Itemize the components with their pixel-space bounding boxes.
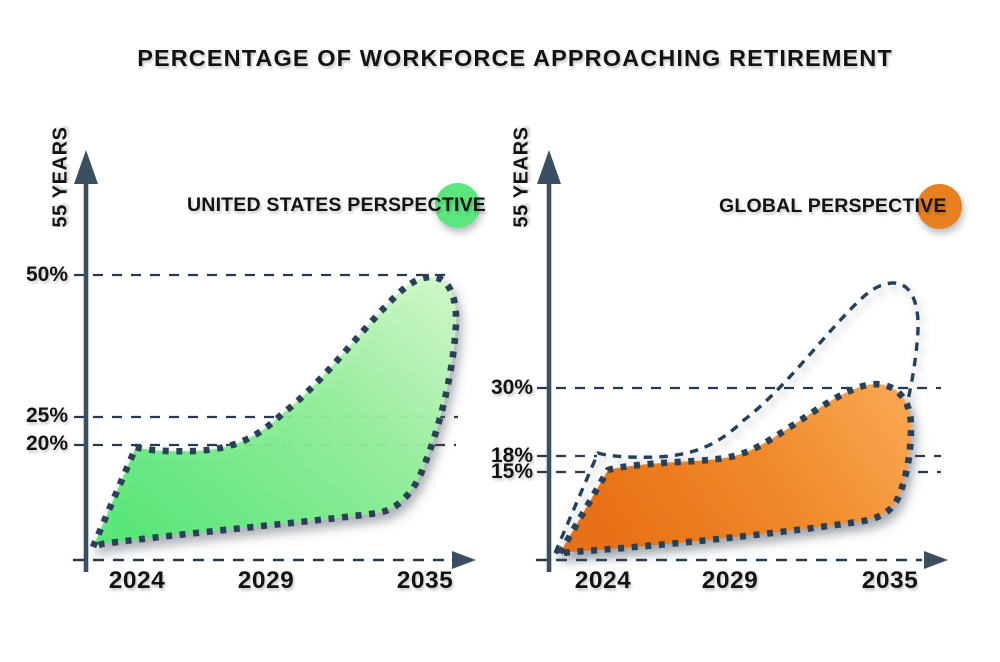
us-y-axis-title: 55 YEARS: [49, 126, 72, 228]
global-x-axis-arrow-icon: [924, 551, 948, 569]
global-ytick-18: 18%: [490, 444, 533, 467]
global-area-shape: [556, 380, 915, 557]
global-xtick-2024: 2024: [574, 567, 632, 594]
us-x-axis-arrow-icon: [452, 551, 476, 569]
global-legend-label: GLOBAL PERSPECTIVE: [719, 195, 947, 217]
global-ytick-15: 15%: [490, 460, 533, 483]
us-area-shape: [89, 273, 460, 551]
us-panel: [73, 150, 476, 572]
global-xtick-2029: 2029: [701, 567, 759, 594]
us-ytick-50: 50%: [25, 263, 68, 286]
global-ytick-30: 30%: [490, 376, 533, 399]
global-panel: [536, 150, 948, 572]
us-xtick-2029: 2029: [237, 567, 295, 594]
global-xtick-2035: 2035: [861, 567, 919, 594]
us-y-axis-arrow-icon: [74, 150, 98, 184]
us-ytick-25: 25%: [25, 404, 68, 427]
us-ytick-20: 20%: [25, 432, 68, 455]
us-xtick-2024: 2024: [108, 567, 166, 594]
us-legend-label: UNITED STATES PERSPECTIVE: [187, 194, 486, 216]
us-legend-dot: [435, 183, 480, 228]
global-legend-dot: [917, 184, 962, 229]
global-y-axis-arrow-icon: [537, 150, 561, 184]
page-title: PERCENTAGE OF WORKFORCE APPROACHING RETI…: [137, 45, 893, 71]
us-xtick-2035: 2035: [396, 567, 454, 594]
global-y-axis-title: 55 YEARS: [510, 126, 533, 228]
